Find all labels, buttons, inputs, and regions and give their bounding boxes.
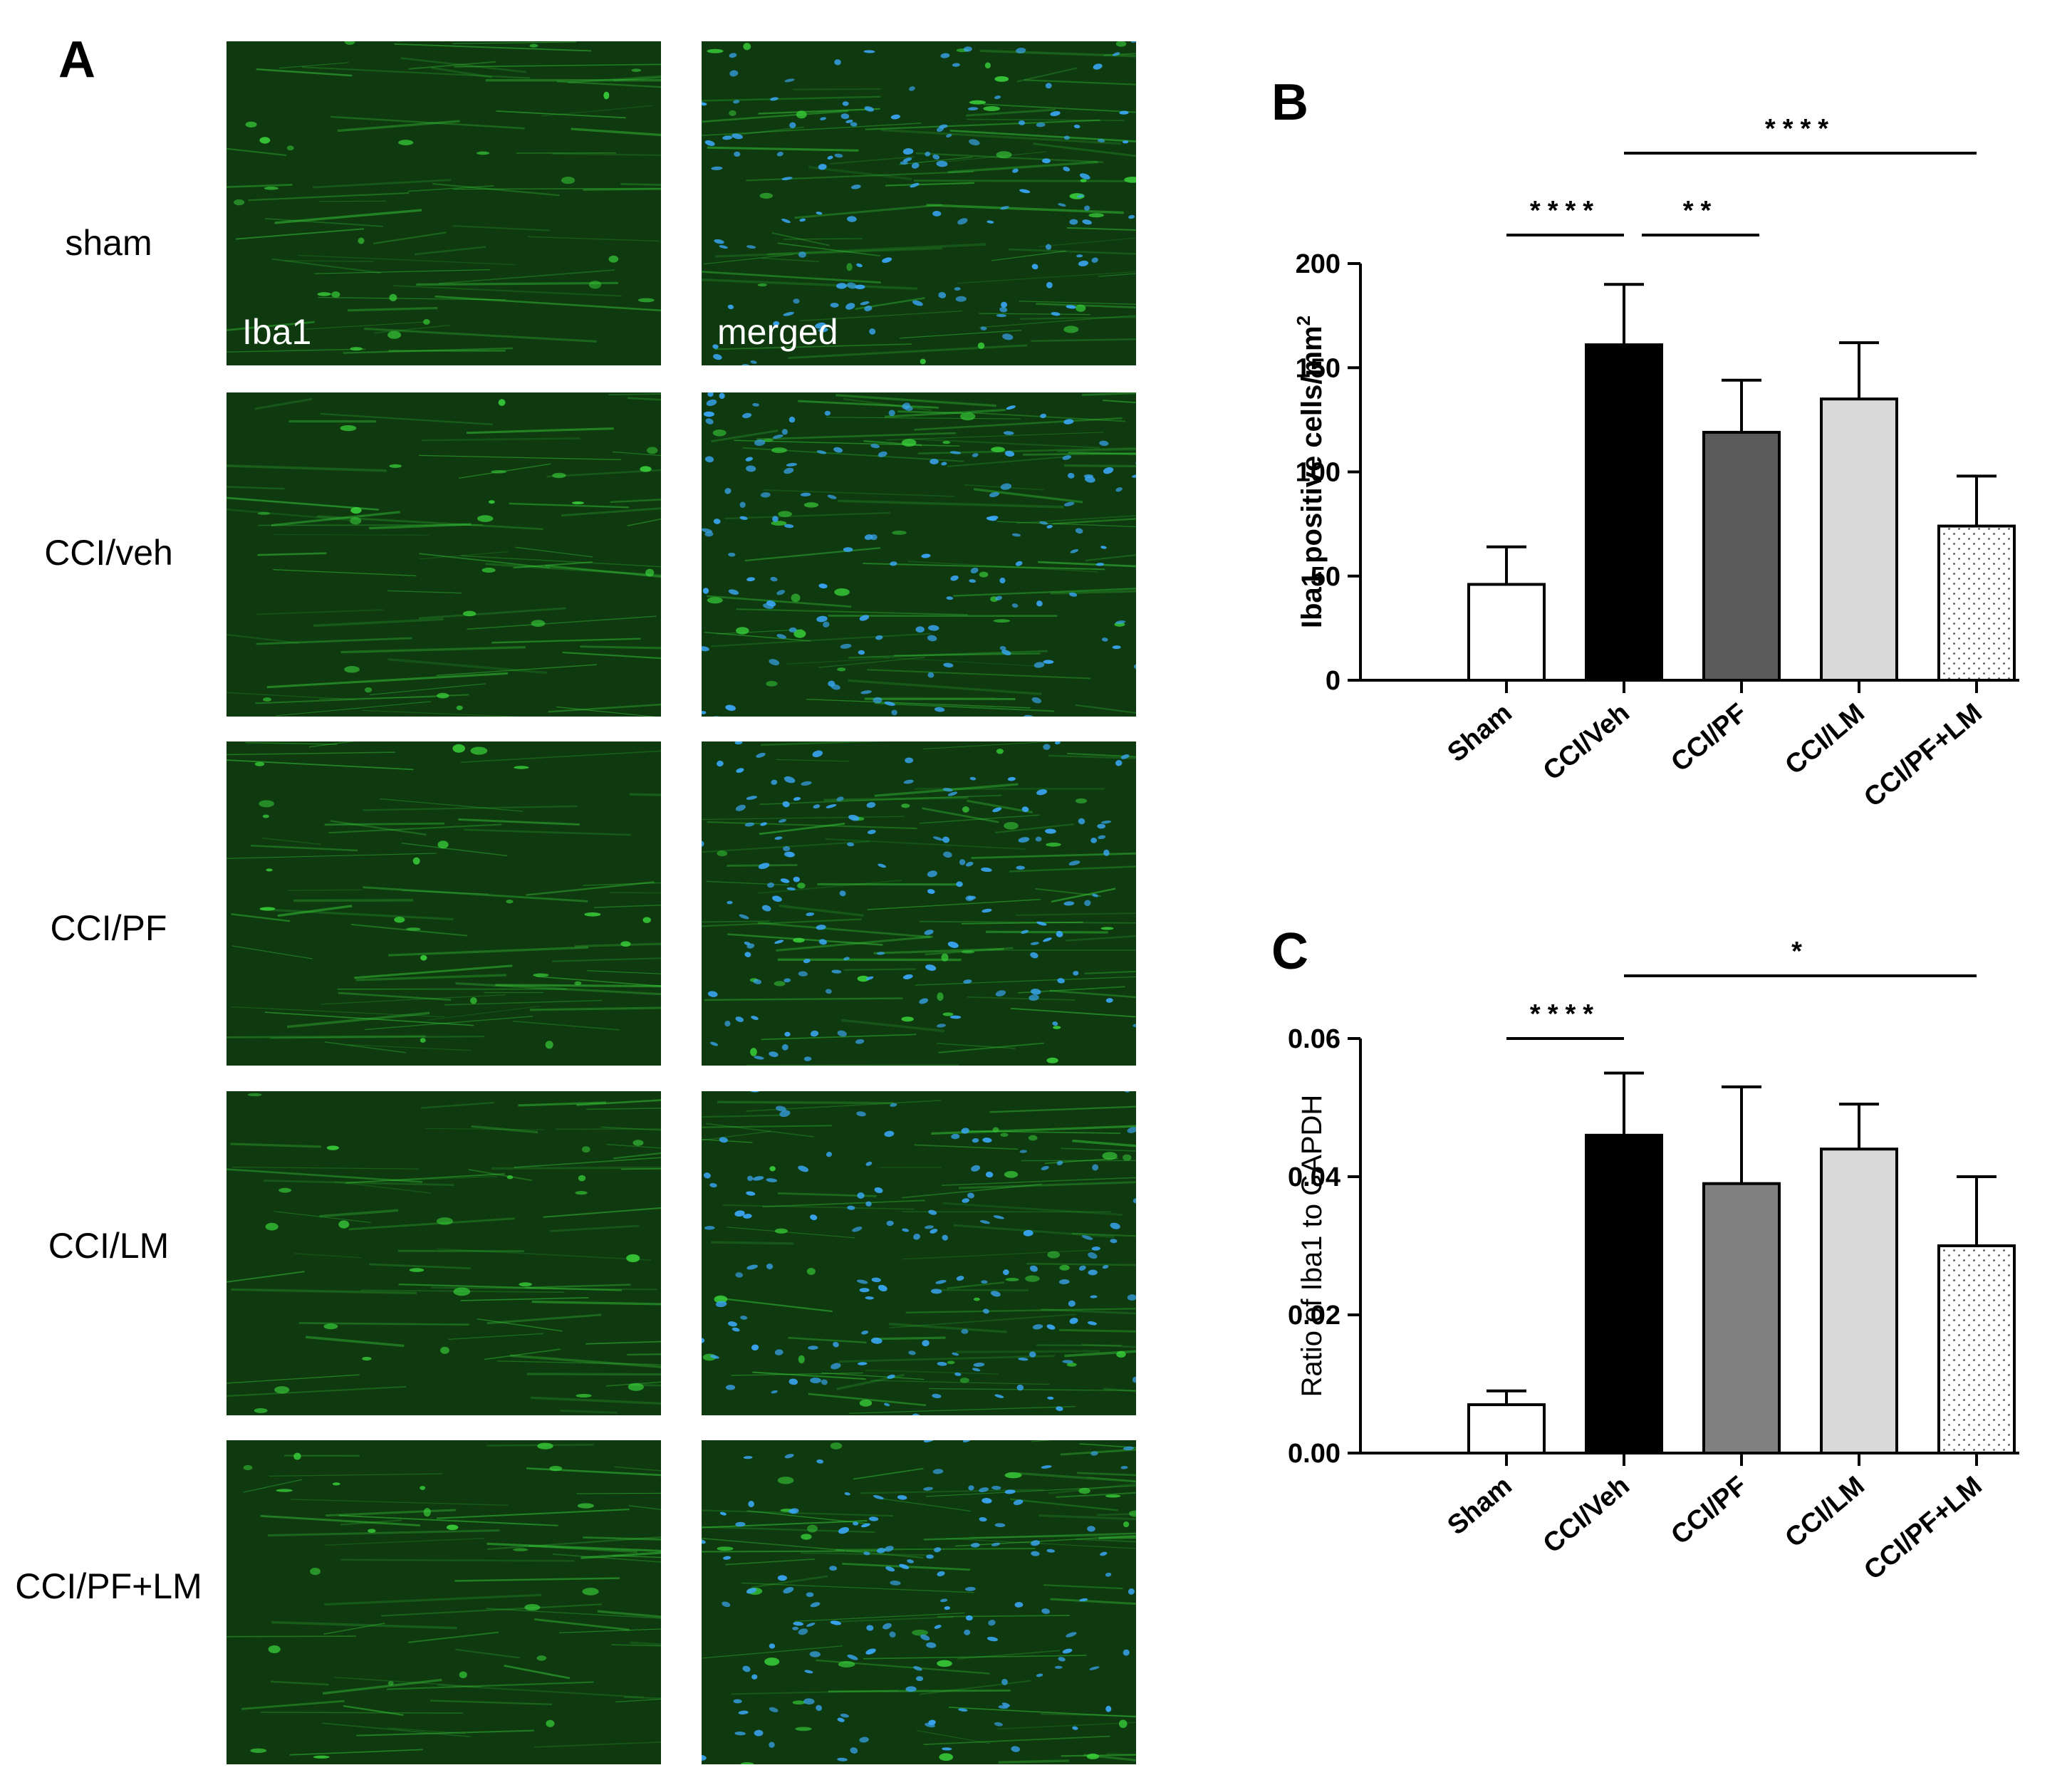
- significance-stars: **: [1683, 196, 1719, 226]
- y-tick-label: 0.04: [1288, 1162, 1340, 1192]
- merged-label: merged: [717, 312, 838, 352]
- y-tick-label: 50: [1311, 562, 1340, 592]
- bar-cci-pf-lm: [1937, 1244, 2016, 1454]
- x-tick-label: CCI/LM: [1780, 698, 1870, 781]
- merged-micrograph-3: [702, 741, 1136, 1066]
- row-label-cci-pf-lm: CCI/PF+LM: [15, 1566, 202, 1606]
- significance-stars: ****: [1765, 114, 1836, 144]
- merged-micrograph-1: merged: [702, 41, 1136, 365]
- x-tick-label: CCI/PF+LM: [1858, 1471, 1987, 1586]
- y-tick-label: 100: [1296, 458, 1340, 488]
- x-tick-label: CCI/PF+LM: [1858, 698, 1987, 813]
- y-axis-label: Iba1 positive cells/mm2: [1293, 316, 1328, 628]
- x-tick-label: CCI/Veh: [1538, 698, 1635, 786]
- x-tick-label: CCI/Veh: [1538, 1471, 1635, 1559]
- y-axis-label: Ratio of Iba1 to GAPDH: [1296, 1095, 1328, 1398]
- significance-stars: ****: [1530, 999, 1600, 1029]
- significance-stars: *: [1791, 937, 1809, 967]
- y-tick-label: 0.06: [1288, 1024, 1340, 1054]
- bar-cci-pf-lm: [1937, 524, 2016, 682]
- bar-cci-pf: [1702, 430, 1781, 682]
- y-tick-label: 0: [1326, 666, 1340, 696]
- y-tick-label: 0.00: [1288, 1439, 1340, 1469]
- merged-micrograph-2: [702, 392, 1136, 717]
- bar-cci-lm: [1820, 1147, 1898, 1454]
- panel-label-b: B: [1271, 74, 1308, 131]
- bar-cci-pf: [1702, 1182, 1781, 1454]
- row-label-cci-veh: CCI/veh: [44, 533, 173, 573]
- x-tick-label: CCI/LM: [1780, 1471, 1870, 1553]
- bar-cci-veh: [1585, 343, 1663, 682]
- bar-sham: [1467, 583, 1546, 682]
- row-label-cci-pf: CCI/PF: [50, 908, 167, 948]
- y-tick-label: 200: [1296, 249, 1340, 279]
- iba1-micrograph-1: Iba1: [227, 41, 661, 365]
- chart-iba1-gapdh-ratio: 0.00 0.02 0.04 0.06 Ratio of Iba1 to GAPDH Sh…: [1288, 937, 2019, 1586]
- significance-stars: ****: [1530, 196, 1600, 226]
- bar-sham: [1467, 1403, 1546, 1454]
- iba1-micrograph-2: [227, 392, 661, 717]
- panel-label-c: C: [1271, 923, 1308, 980]
- iba1-micrograph-5: [227, 1440, 661, 1764]
- y-tick-label: 150: [1296, 353, 1340, 383]
- row-label-sham: sham: [65, 223, 152, 263]
- iba1-micrograph-4: [227, 1091, 661, 1415]
- iba1-stain-label: Iba1: [242, 312, 312, 352]
- bar-cci-veh: [1585, 1133, 1663, 1454]
- x-tick-label: CCI/PF: [1665, 1471, 1752, 1551]
- row-label-cci-lm: CCI/LM: [48, 1226, 170, 1266]
- merged-micrograph-4: [702, 1091, 1136, 1415]
- x-tick-label: Sham: [1442, 1471, 1518, 1541]
- iba1-micrograph-3: [227, 741, 661, 1066]
- x-tick-label: Sham: [1442, 698, 1518, 769]
- merged-micrograph-5: [702, 1440, 1136, 1764]
- chart-iba1-cell-density: 0 50 100 150 200 Iba1 positive cells/mm2 Sham C…: [1293, 114, 2019, 813]
- y-tick-label: 0.02: [1288, 1301, 1340, 1331]
- x-tick-label: CCI/PF: [1665, 698, 1752, 778]
- panel-label-a: A: [58, 31, 95, 88]
- bar-cci-lm: [1820, 397, 1898, 682]
